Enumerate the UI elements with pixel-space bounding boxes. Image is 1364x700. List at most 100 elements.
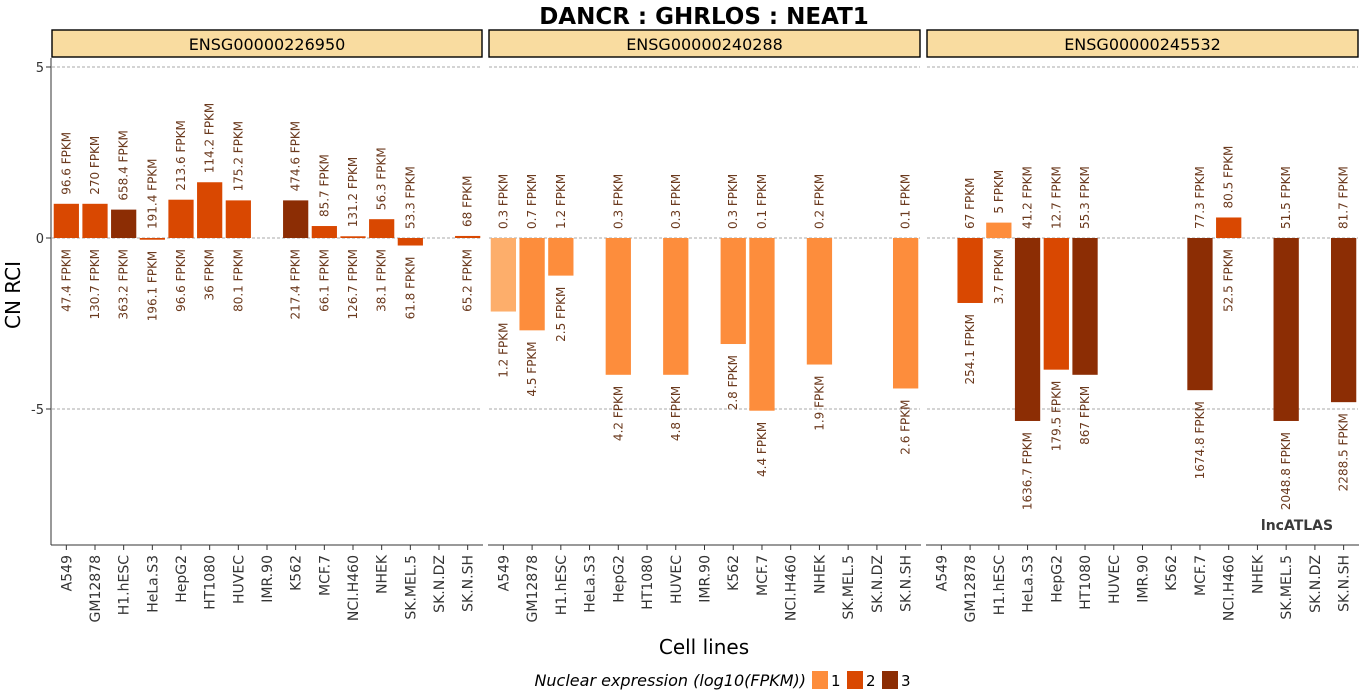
cytoplasm-fpkm-label: 5 FPKM	[992, 170, 1006, 214]
x-tick-label: HepG2	[611, 555, 627, 603]
x-tick-label: H1.hESC	[992, 555, 1008, 615]
nucleus-fpkm-label: 867 FPKM	[1078, 386, 1092, 445]
cytoplasm-fpkm-label: 0.1 FPKM	[755, 174, 769, 229]
bar	[605, 238, 631, 375]
nucleus-fpkm-label: 2048.8 FPKM	[1279, 432, 1293, 510]
legend-item-label: 3	[901, 672, 911, 690]
nucleus-fpkm-label: 363.2 FPKM	[117, 249, 131, 320]
x-tick-label: HT1080	[203, 555, 219, 610]
x-tick-label: SK.N.DZ	[870, 555, 886, 613]
x-tick-label: GM12878	[525, 555, 541, 622]
bar	[548, 238, 574, 276]
x-tick-label: SK.MEL.5	[403, 555, 419, 620]
bar	[1187, 238, 1213, 391]
bar	[225, 200, 251, 238]
bar	[749, 238, 775, 411]
bar	[139, 238, 165, 240]
nucleus-fpkm-label: 61.8 FPKM	[403, 257, 417, 320]
nucleus-fpkm-label: 126.7 FPKM	[346, 249, 360, 320]
x-tick-label: NCI.H460	[784, 555, 800, 621]
x-tick-label: HepG2	[1049, 555, 1065, 603]
x-tick-label: NHEK	[375, 554, 391, 594]
panel-strip	[51, 29, 483, 58]
cytoplasm-fpkm-label: 51.5 FPKM	[1279, 166, 1293, 229]
bar	[892, 238, 919, 389]
cytoplasm-fpkm-label: 1.2 FPKM	[554, 174, 568, 229]
x-tick-label: IMR.90	[1136, 555, 1152, 603]
cytoplasm-fpkm-label: 0.1 FPKM	[899, 174, 913, 229]
x-tick-label: K562	[1164, 555, 1180, 591]
bar	[663, 238, 689, 375]
panel-strip	[926, 29, 1359, 58]
legend-item-label: 1	[831, 672, 841, 690]
x-tick-label: SK.N.SH	[899, 555, 915, 612]
legend-swatch	[882, 671, 898, 689]
bar	[311, 226, 337, 238]
cytoplasm-fpkm-label: 191.4 FPKM	[145, 158, 159, 229]
legend-swatch	[847, 671, 863, 689]
x-tick-label: NCI.H460	[346, 555, 362, 621]
cytoplasm-fpkm-label: 67 FPKM	[963, 178, 977, 229]
legend-title: Nuclear expression (log10(FPKM))	[534, 671, 806, 690]
cytoplasm-fpkm-label: 96.6 FPKM	[59, 132, 73, 195]
panel-strip	[488, 29, 921, 58]
x-tick-label: SK.N.SH	[461, 555, 477, 612]
panels-layer: 5 0 -5 ENSG00000226950 A549 96.6 FPKM 47.4 FPK…	[31, 29, 1359, 622]
nucleus-fpkm-label: 1.9 FPKM	[812, 376, 826, 431]
bar	[519, 238, 545, 331]
bar	[1330, 238, 1357, 403]
cytoplasm-fpkm-label: 474.6 FPKM	[289, 121, 303, 192]
nucleus-fpkm-label: 96.6 FPKM	[174, 249, 188, 312]
x-tick-label: GM12878	[963, 555, 979, 622]
legend-item-label: 2	[866, 672, 876, 690]
x-tick-label: NHEK	[1250, 554, 1266, 594]
bar	[1014, 238, 1041, 421]
nucleus-fpkm-label: 2.5 FPKM	[554, 287, 568, 342]
nucleus-fpkm-label: 3.7 FPKM	[992, 249, 1006, 304]
bar	[197, 182, 223, 238]
nucleus-fpkm-label: 4.4 FPKM	[755, 422, 769, 477]
bar	[720, 238, 746, 345]
cytoplasm-fpkm-label: 68 FPKM	[461, 175, 475, 226]
bar	[806, 238, 833, 365]
nucleus-fpkm-label: 130.7 FPKM	[88, 249, 102, 320]
x-tick-label: MCF.7	[317, 555, 333, 596]
cytoplasm-fpkm-label: 53.3 FPKM	[403, 166, 417, 229]
cytoplasm-fpkm-label: 85.7 FPKM	[317, 154, 331, 217]
cytoplasm-fpkm-label: 0.3 FPKM	[496, 174, 510, 229]
nucleus-fpkm-label: 36 FPKM	[203, 249, 217, 300]
x-tick-label: A549	[59, 555, 75, 591]
x-axis-label: Cell lines	[659, 635, 749, 659]
chart-title: DANCR : GHRLOS : NEAT1	[539, 4, 869, 30]
bar	[111, 209, 137, 238]
x-tick-label: SK.MEL.5	[1279, 555, 1295, 620]
bar	[455, 235, 481, 238]
y-axis-label: CN RCI	[1, 261, 25, 329]
x-tick-label: HeLa.S3	[583, 555, 599, 613]
nucleus-fpkm-label: 52.5 FPKM	[1222, 249, 1236, 312]
legend-swatch	[812, 671, 828, 689]
panel-strip-label: ENSG00000240288	[626, 35, 783, 54]
x-tick-label: A549	[934, 555, 950, 591]
x-tick-label: HUVEC	[231, 555, 247, 604]
nucleus-fpkm-label: 179.5 FPKM	[1049, 381, 1063, 452]
nucleus-fpkm-label: 1636.7 FPKM	[1021, 432, 1035, 510]
cytoplasm-fpkm-label: 0.2 FPKM	[812, 174, 826, 229]
x-tick-label: SK.N.DZ	[432, 555, 448, 613]
nucleus-fpkm-label: 4.2 FPKM	[611, 386, 625, 441]
bar	[53, 203, 79, 238]
y-tick-label: 0	[36, 232, 44, 247]
x-tick-label: IMR.90	[260, 555, 276, 603]
bar	[986, 222, 1012, 238]
nucleus-fpkm-label: 1674.8 FPKM	[1193, 401, 1207, 479]
bar	[957, 238, 983, 303]
panel-strip-label: ENSG00000226950	[189, 35, 346, 54]
bar	[369, 219, 395, 238]
x-tick-label: HUVEC	[1107, 555, 1123, 604]
x-tick-label: MCF.7	[1193, 555, 1209, 596]
cytoplasm-fpkm-label: 0.3 FPKM	[726, 174, 740, 229]
x-tick-label: HeLa.S3	[145, 555, 161, 613]
nucleus-fpkm-label: 4.5 FPKM	[525, 341, 539, 396]
x-tick-label: GM12878	[88, 555, 104, 622]
